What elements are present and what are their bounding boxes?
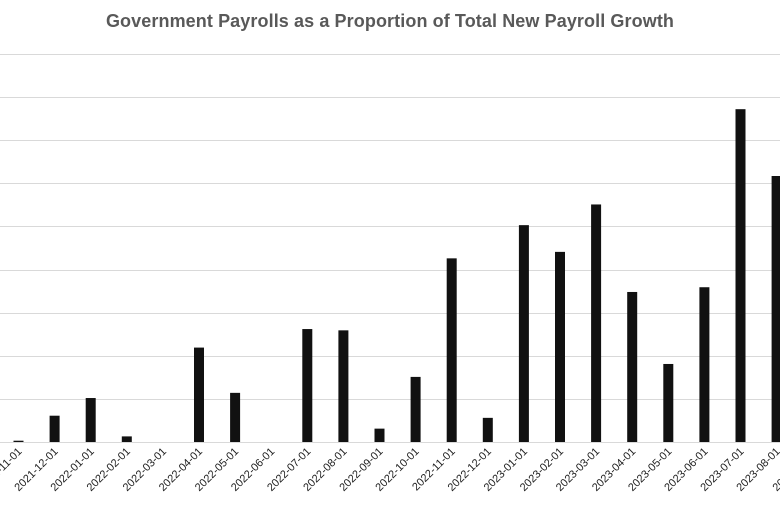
bar-2022-09-01	[374, 428, 385, 442]
bar-2023-07-01	[735, 109, 746, 442]
bar-2022-02-01	[121, 436, 132, 442]
bar-2021-12-01	[49, 415, 60, 442]
bar-2022-12-01	[482, 417, 493, 442]
bar-2021-11-01	[13, 440, 24, 442]
bar-2023-05-01	[663, 363, 674, 442]
bar-2023-01-01	[518, 225, 529, 442]
bar-2022-08-01	[338, 330, 349, 442]
bar-2022-07-01	[302, 329, 313, 442]
bar-2023-04-01	[627, 291, 638, 442]
bar-2023-06-01	[699, 287, 710, 442]
bar-2022-05-01	[230, 392, 241, 442]
chart-title: Government Payrolls as a Proportion of T…	[105, 11, 675, 31]
bar-2022-10-01	[410, 376, 421, 442]
bar-2022-11-01	[446, 258, 457, 442]
bar-2022-01-01	[85, 398, 96, 442]
bar-2023-02-01	[555, 251, 565, 442]
bar-2023-03-01	[591, 204, 602, 442]
bar-2022-04-01	[194, 347, 204, 442]
bar-2023-08-01	[771, 176, 780, 442]
